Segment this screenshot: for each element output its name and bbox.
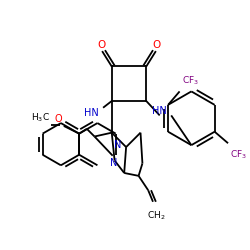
Text: CF$_3$: CF$_3$ <box>230 149 247 162</box>
Text: HN: HN <box>84 108 98 118</box>
Text: CF$_3$: CF$_3$ <box>182 74 198 86</box>
Text: N: N <box>114 140 121 150</box>
Text: HN: HN <box>152 106 167 116</box>
Text: CH$_2$: CH$_2$ <box>146 210 165 222</box>
Text: O: O <box>97 40 105 50</box>
Text: H$_3$C: H$_3$C <box>32 112 50 124</box>
Text: O: O <box>54 114 62 124</box>
Text: O: O <box>153 40 161 50</box>
Text: N: N <box>110 158 118 168</box>
